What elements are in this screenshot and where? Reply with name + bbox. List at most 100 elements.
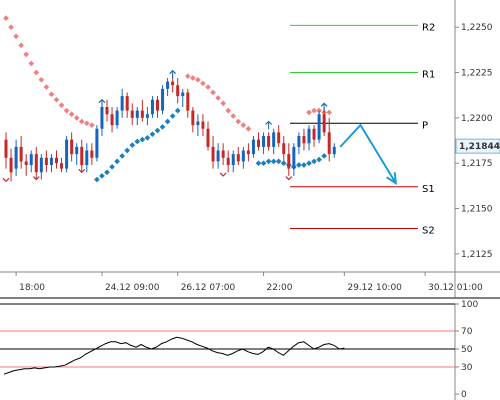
candles: [4, 74, 336, 182]
candle-body: [125, 96, 129, 111]
level-label-s2: S2: [422, 225, 435, 236]
resistance-dot: [240, 122, 247, 128]
level-label-s1: S1: [422, 184, 435, 195]
level-label-r1: R1: [422, 70, 435, 81]
candle-body: [322, 114, 326, 133]
down-fractal-marker: [2, 177, 10, 183]
price-tick-label: 1,2250: [461, 23, 493, 33]
support-dot: [104, 169, 110, 176]
resistance-dot: [190, 75, 196, 81]
up-fractal-marker: [265, 120, 273, 125]
candle-body: [317, 114, 321, 140]
support-dot: [265, 158, 272, 165]
candle-body: [55, 157, 58, 164]
candle-body: [171, 81, 175, 86]
support-dot: [134, 138, 141, 145]
candle-body: [75, 146, 79, 155]
time-tick-label: 29.12 10:00: [347, 283, 402, 293]
resistance-dot: [28, 60, 35, 67]
candle-body: [150, 99, 154, 115]
candle-body: [206, 128, 210, 147]
candle-body: [95, 128, 99, 158]
candle-body: [181, 92, 185, 97]
support-dot: [311, 158, 317, 165]
candle-body: [9, 157, 13, 173]
candle-body: [120, 96, 124, 111]
resistance-dot: [33, 69, 40, 76]
price-tick-label: 1,2225: [461, 69, 493, 79]
candle-body: [307, 128, 311, 144]
candle-body: [145, 114, 149, 118]
candle-body: [85, 150, 89, 166]
pivot-levels: R2 R1 P S1 S2: [290, 22, 435, 236]
support-dot: [174, 107, 181, 114]
resistance-dot: [58, 102, 65, 109]
candle-body: [90, 150, 94, 158]
up-fractal-marker: [98, 98, 106, 104]
candle-body: [191, 110, 195, 126]
candle-body: [267, 136, 271, 147]
resistance-dot: [306, 109, 312, 116]
price-tick-label: 1,2175: [461, 159, 493, 169]
candle-body: [44, 157, 48, 166]
time-tick-label: 26.12 07:00: [181, 283, 236, 293]
candle-body: [257, 139, 260, 147]
resistance-dot: [205, 84, 211, 90]
time-tick-label: 30.12 01:00: [428, 283, 483, 293]
candle-body: [277, 132, 281, 144]
candle-body: [24, 161, 28, 166]
candle-body: [49, 157, 53, 166]
candle-body: [100, 106, 104, 129]
support-dot: [169, 113, 176, 119]
resistance-dot: [326, 109, 333, 116]
support-dot: [124, 147, 131, 154]
time-tick-label: 18:00: [19, 283, 45, 293]
candle-body: [302, 136, 306, 144]
resistance-dot: [8, 24, 14, 31]
resistance-dot: [38, 76, 45, 83]
support-dot: [316, 156, 322, 163]
trend-dots: [3, 15, 333, 183]
candle-body: [251, 139, 255, 155]
price-tick-label: 1,2200: [461, 114, 493, 124]
down-fractal-marker: [78, 168, 86, 174]
candle-body: [14, 146, 18, 169]
price-tick-label: 1,2125: [461, 250, 493, 260]
rsi-line: [3, 336, 345, 375]
forecast-path: [339, 123, 397, 184]
resistance-dot: [3, 15, 9, 21]
candle-body: [297, 136, 301, 147]
rsi-tick-label: 30: [461, 363, 473, 373]
candle-body: [140, 110, 144, 118]
candle-body: [65, 139, 69, 169]
support-dot: [149, 131, 156, 138]
resistance-dot: [220, 100, 226, 107]
resistance-dot: [311, 107, 317, 114]
rsi-tick-label: 70: [461, 327, 473, 337]
resistance-dot: [83, 120, 90, 127]
candle-body: [201, 121, 205, 129]
resistance-dot: [23, 51, 30, 58]
resistance-dot: [210, 89, 216, 96]
support-dot: [280, 160, 287, 167]
candle-body: [221, 150, 225, 158]
candle-body: [80, 146, 84, 166]
down-fractal-marker: [219, 172, 227, 177]
level-label-p: P: [422, 120, 428, 131]
candle-body: [246, 150, 250, 155]
candle-body: [19, 146, 23, 162]
candle-body: [156, 99, 159, 111]
resistance-dot: [225, 107, 232, 114]
resistance-dot: [235, 118, 242, 125]
forecast-arrowhead: [386, 172, 397, 186]
support-dot: [129, 142, 136, 148]
candle-body: [236, 154, 240, 162]
candle-body: [130, 110, 134, 118]
current-price-tag: [455, 138, 500, 154]
rsi-tick-label: 0: [461, 390, 467, 400]
resistance-dot: [230, 113, 237, 119]
support-dot: [119, 153, 125, 159]
support-dot: [114, 158, 120, 165]
resistance-dot: [184, 73, 191, 79]
